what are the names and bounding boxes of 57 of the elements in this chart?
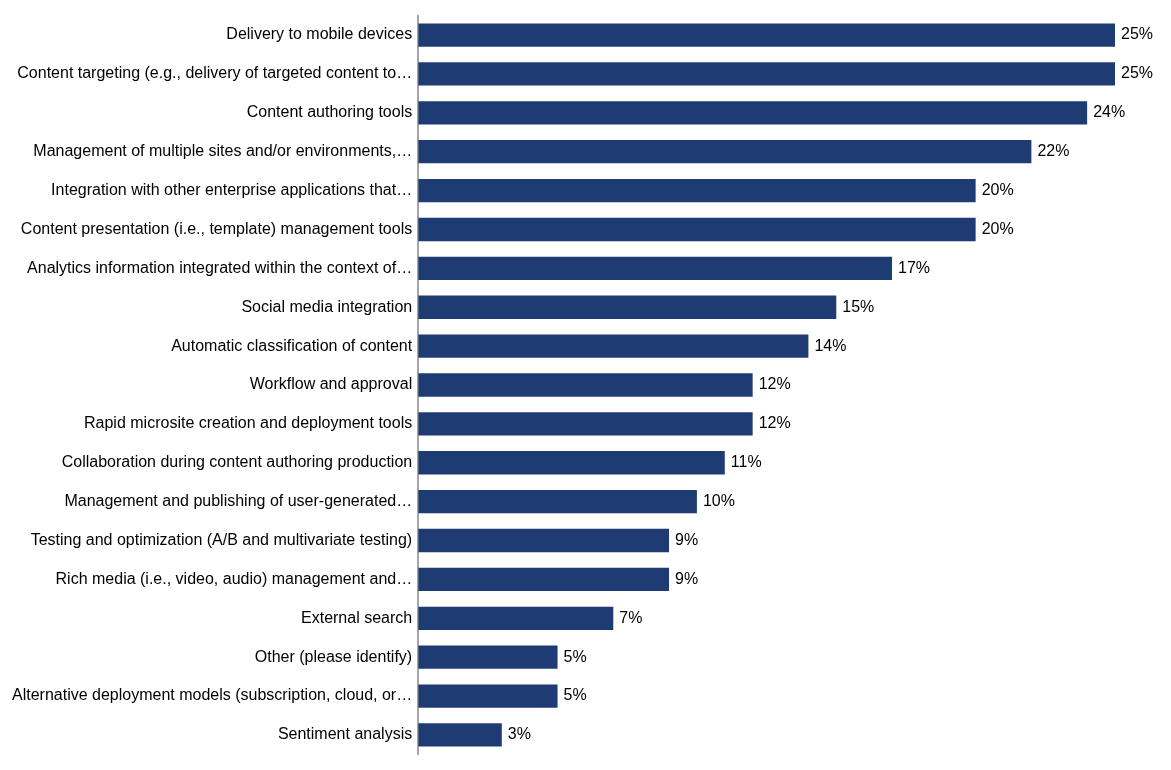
data-label: 7%: [619, 608, 643, 626]
y-tick-label: Management of multiple sites and/or environments,…: [33, 142, 413, 160]
y-tick-label: Content presentation (i.e., template) management tools: [20, 219, 413, 237]
bar: [418, 606, 614, 630]
data-label: 20%: [981, 219, 1014, 237]
y-tick-label: Other (please identify): [254, 647, 413, 665]
bar: [418, 567, 670, 592]
y-tick-label: Automatic classification of content: [171, 336, 413, 354]
bar: [418, 489, 697, 514]
data-label: 11%: [730, 453, 762, 471]
y-tick-label: Testing and optimization (A/B and multivariate testing): [30, 530, 413, 548]
data-label: 5%: [563, 647, 587, 665]
y-tick-label: Content targeting (e.g., delivery of targeted content to…: [17, 64, 413, 82]
data-label: 20%: [981, 180, 1014, 198]
data-label: 5%: [563, 686, 587, 704]
y-tick-label: Rapid microsite creation and deployment tools: [84, 414, 413, 432]
data-label: 9%: [675, 569, 699, 587]
y-tick-label: Analytics information integrated within the context of…: [27, 258, 413, 276]
y-tick-label: Content authoring tools: [246, 103, 413, 121]
y-tick-label: Management and publishing of user-generated…: [64, 492, 413, 510]
data-label: 25%: [1121, 64, 1154, 82]
bar: [418, 217, 976, 242]
y-tick-label: Rich media (i.e., video, audio) management and…: [55, 569, 413, 587]
data-label: 15%: [842, 297, 875, 315]
bar: [418, 451, 725, 475]
y-tick-label: External search: [301, 608, 413, 626]
bar: [418, 23, 1115, 47]
bar: [418, 295, 837, 319]
y-tick-label: Workflow and approval: [249, 375, 413, 393]
data-label: 3%: [507, 725, 531, 743]
bar: [418, 256, 893, 281]
data-label: 12%: [758, 414, 791, 432]
y-tick-label: Sentiment analysis: [277, 725, 413, 743]
bar: [418, 178, 976, 203]
y-tick-label: Delivery to mobile devices: [226, 25, 413, 43]
data-label: 22%: [1037, 142, 1070, 160]
data-label: 14%: [814, 336, 847, 354]
bar: [418, 334, 809, 358]
data-label: 17%: [898, 258, 931, 276]
data-label: 25%: [1121, 25, 1154, 43]
bar: [418, 528, 670, 553]
y-tick-label: Integration with other enterprise applications that…: [51, 180, 413, 198]
y-tick-label: Social media integration: [241, 297, 413, 315]
bar: [418, 645, 558, 669]
data-label: 9%: [675, 530, 699, 548]
y-tick-label: Alternative deployment models (subscription, cloud, or…: [12, 686, 413, 704]
bar: [418, 373, 753, 397]
bar: [418, 101, 1088, 125]
bar: [418, 62, 1115, 86]
y-tick-label: Collaboration during content authoring production: [61, 453, 413, 471]
data-label: 24%: [1093, 103, 1126, 121]
bar: [418, 723, 502, 747]
data-label: 12%: [758, 375, 791, 393]
bar: [418, 412, 753, 436]
bar: [418, 140, 1032, 164]
bar: [418, 684, 558, 708]
data-label: 10%: [702, 492, 735, 510]
